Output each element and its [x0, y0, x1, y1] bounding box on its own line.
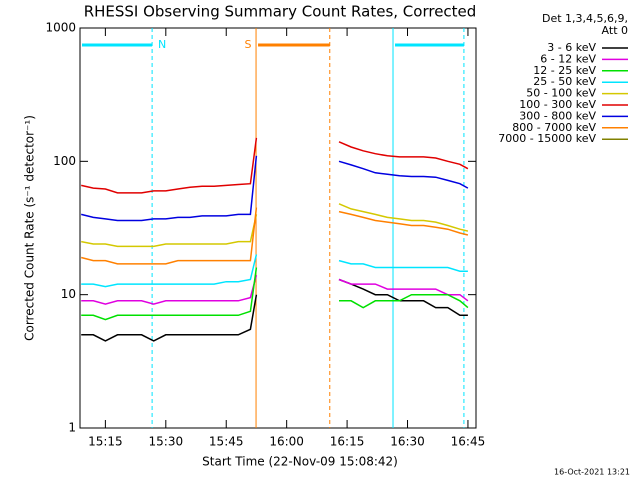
series-line [81, 267, 469, 321]
interval-label: N [158, 38, 166, 51]
series-line [81, 254, 468, 288]
y-tick-label: 10 [61, 287, 76, 301]
series-line [81, 207, 469, 265]
series-line [81, 278, 468, 342]
legend-label: 12 - 25 keV [533, 64, 596, 77]
legend-label: 7000 - 15000 keV [498, 132, 596, 145]
series-line [81, 155, 469, 222]
y-tick-label: 1000 [45, 21, 76, 35]
legend-title: Att 0 [602, 24, 628, 37]
chart-title: RHESSI Observing Summary Count Rates, Co… [84, 3, 477, 21]
x-tick-label: 16:45 [451, 435, 486, 449]
series-line [81, 137, 469, 194]
x-tick-label: 15:45 [209, 435, 244, 449]
legend-label: 25 - 50 keV [533, 75, 596, 88]
legend-label: 3 - 6 keV [547, 41, 596, 54]
x-tick-label: 15:15 [88, 435, 123, 449]
legend-label: 800 - 7000 keV [512, 121, 596, 134]
legend-label: 50 - 100 keV [526, 87, 596, 100]
plot-frame [79, 27, 477, 429]
legend-label: 6 - 12 keV [540, 52, 596, 65]
x-tick-label: 16:15 [330, 435, 365, 449]
series-line [81, 203, 469, 248]
legend-label: 100 - 300 keV [519, 98, 596, 111]
x-tick-label: 16:30 [390, 435, 425, 449]
legend-label: 300 - 800 keV [519, 109, 596, 122]
interval-label: S [245, 38, 252, 51]
legend-title: Det 1,3,4,5,6,9, [542, 12, 628, 25]
y-axis-label: Corrected Count Rate (s⁻¹ detector⁻¹) [23, 115, 37, 341]
y-tick-label: 1 [68, 421, 76, 435]
x-tick-label: 16:00 [269, 435, 304, 449]
footer: 16-Oct-2021 13:21 [554, 468, 630, 477]
series-line [81, 275, 469, 305]
x-axis-label: Start Time (22-Nov-09 15:08:42) [202, 455, 398, 469]
x-tick-label: 15:30 [149, 435, 184, 449]
y-tick-label: 100 [53, 154, 76, 168]
